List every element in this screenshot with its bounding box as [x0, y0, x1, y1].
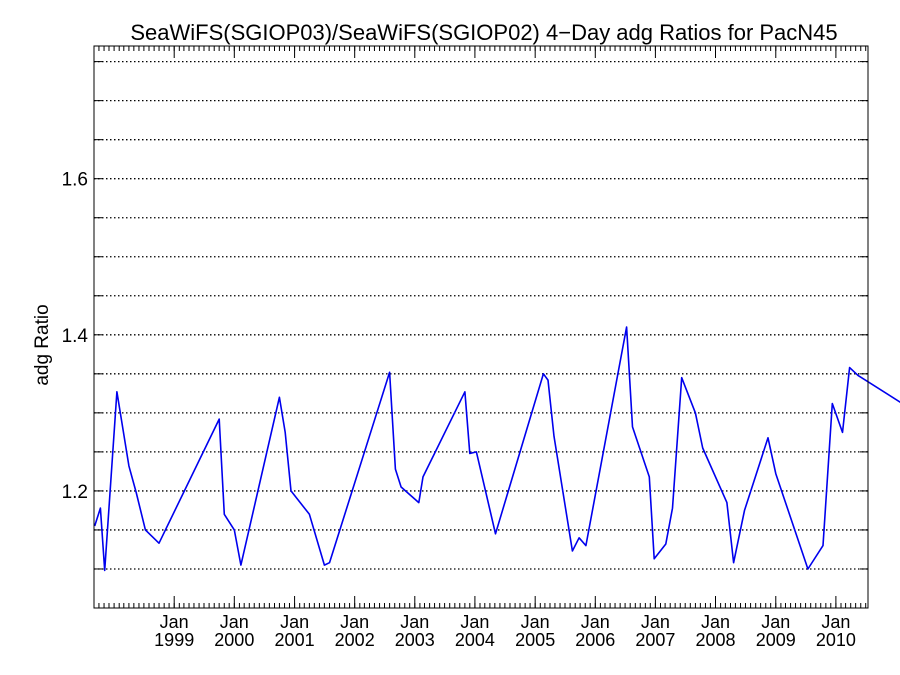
- x-tick-month-label: Jan: [160, 612, 189, 632]
- x-tick-year-label: 2007: [635, 630, 675, 650]
- y-tick-labels: 1.2 1.4 1.6: [62, 170, 89, 503]
- x-tick-year-label: 2005: [515, 630, 555, 650]
- axis-ticks: [94, 46, 868, 608]
- x-tick-month-label: Jan: [761, 612, 790, 632]
- x-tick-year-label: 2010: [816, 630, 856, 650]
- plot-frame: [93, 45, 869, 609]
- x-tick-month-label: Jan: [400, 612, 429, 632]
- x-tick-month-label: Jan: [701, 612, 730, 632]
- x-tick-year-label: 2001: [275, 630, 315, 650]
- series-line: [93, 326, 900, 572]
- x-tick-month-label: Jan: [641, 612, 670, 632]
- x-tick-month-label: Jan: [821, 612, 850, 632]
- x-tick-month-label: Jan: [521, 612, 550, 632]
- x-tick-month-label: Jan: [340, 612, 369, 632]
- series-group: [93, 326, 900, 572]
- x-tick-labels: Jan1999Jan2000Jan2001Jan2002Jan2003Jan20…: [154, 612, 856, 650]
- x-tick-month-label: Jan: [220, 612, 249, 632]
- x-tick-year-label: 2004: [455, 630, 495, 650]
- grid-lines: [94, 60, 868, 570]
- y-tick-label: 1.2: [62, 482, 88, 503]
- x-tick-month-label: Jan: [460, 612, 489, 632]
- x-tick-year-label: 2000: [214, 630, 254, 650]
- x-tick-year-label: 2009: [756, 630, 796, 650]
- y-tick-label: 1.6: [62, 170, 88, 191]
- x-tick-year-label: 2008: [695, 630, 735, 650]
- y-tick-label: 1.4: [62, 326, 89, 347]
- chart-title: SeaWiFS(SGIOP03)/SeaWiFS(SGIOP02) 4−Day …: [130, 20, 837, 45]
- x-tick-year-label: 2006: [575, 630, 615, 650]
- x-tick-month-label: Jan: [280, 612, 309, 632]
- x-tick-year-label: 2002: [335, 630, 375, 650]
- y-axis-label: adg Ratio: [32, 304, 53, 385]
- x-tick-year-label: 2003: [395, 630, 435, 650]
- x-tick-year-label: 1999: [154, 630, 194, 650]
- x-tick-month-label: Jan: [581, 612, 610, 632]
